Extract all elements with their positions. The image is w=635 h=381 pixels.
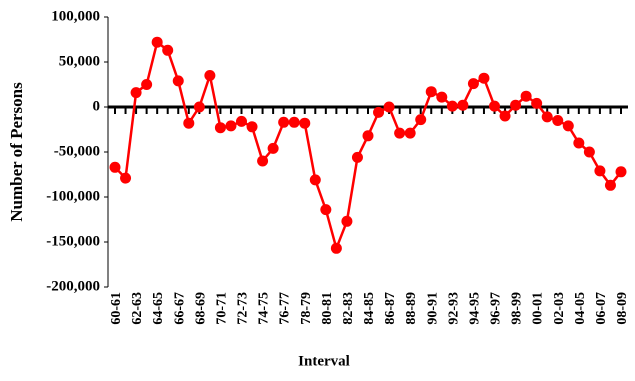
data-point — [373, 106, 385, 118]
data-point — [267, 142, 279, 154]
y-tick-label: -150,000 — [46, 233, 100, 249]
data-point — [193, 101, 205, 113]
data-point — [552, 115, 564, 126]
data-point — [394, 127, 406, 139]
data-point — [183, 117, 195, 129]
data-point — [225, 120, 237, 132]
data-point — [604, 179, 616, 191]
x-tick-label: 72-73 — [236, 292, 251, 325]
data-point — [351, 151, 363, 163]
x-tick-label: 98-99 — [510, 292, 525, 325]
x-tick-label: 78-79 — [299, 292, 314, 325]
data-point — [141, 79, 153, 90]
x-tick-label: 70-71 — [214, 292, 229, 325]
x-tick-label: 80-81 — [320, 292, 335, 325]
data-point — [151, 36, 163, 48]
data-point — [320, 204, 332, 216]
y-tick-label: 0 — [93, 98, 101, 114]
data-point — [520, 90, 532, 102]
x-tick-label: 08-09 — [615, 292, 630, 325]
data-point — [489, 100, 500, 112]
x-tick-label: 92-93 — [446, 292, 461, 325]
data-point — [309, 174, 321, 186]
data-point — [299, 117, 311, 129]
data-point — [562, 120, 574, 132]
data-point — [510, 99, 522, 111]
x-tick-label: 60-61 — [109, 292, 124, 325]
series-line — [114, 40, 622, 253]
data-point — [383, 101, 395, 113]
data-point — [236, 115, 247, 127]
data-point — [478, 72, 490, 84]
x-tick-label: 74-75 — [257, 292, 272, 325]
y-tick-label: -200,000 — [46, 278, 100, 294]
x-tick-label: 00-01 — [531, 292, 546, 325]
data-point — [404, 127, 416, 139]
data-point — [436, 91, 448, 103]
data-point — [583, 146, 595, 158]
x-tick-label: 88-89 — [404, 292, 419, 325]
data-point — [257, 155, 269, 167]
data-point — [278, 116, 290, 128]
data-point — [214, 122, 226, 134]
data-point — [246, 121, 258, 133]
x-tick-label: 76-77 — [278, 292, 293, 325]
x-tick-label: 84-85 — [362, 292, 377, 325]
y-tick-label: 50,000 — [59, 53, 100, 69]
x-tick-label: 04-05 — [573, 292, 588, 325]
data-point — [362, 130, 374, 142]
y-tick-label: 100,000 — [51, 8, 100, 24]
data-point — [615, 166, 627, 178]
data-point — [531, 97, 543, 109]
x-tick-label: 62-63 — [130, 292, 145, 325]
data-point — [204, 70, 216, 81]
data-point — [172, 75, 184, 87]
x-tick-label: 96-97 — [489, 292, 504, 325]
data-point — [415, 114, 427, 126]
y-axis-title: Number of Persons — [7, 82, 26, 222]
data-point — [467, 78, 479, 90]
data-point — [109, 161, 121, 173]
x-tick-label: 68-69 — [193, 292, 208, 325]
x-tick-label: 02-03 — [552, 292, 567, 325]
data-point — [288, 116, 300, 128]
x-tick-label: 64-65 — [151, 292, 166, 325]
data-point — [499, 110, 511, 122]
data-point — [330, 242, 342, 254]
x-tick-label: 66-67 — [172, 292, 187, 325]
x-tick-label: 90-91 — [425, 292, 440, 325]
x-tick-label: 94-95 — [467, 292, 482, 325]
data-point — [541, 111, 553, 123]
y-tick-label: -50,000 — [54, 143, 100, 159]
y-tick-label: -100,000 — [46, 188, 100, 204]
data-point — [594, 165, 606, 177]
data-point — [446, 100, 458, 112]
x-tick-label: 86-87 — [383, 292, 398, 325]
data-point — [162, 44, 174, 56]
data-point — [425, 86, 437, 98]
data-point — [573, 137, 585, 149]
x-axis-title: Interval — [298, 353, 350, 369]
data-point — [341, 215, 353, 227]
data-point — [120, 172, 132, 184]
data-point — [457, 99, 469, 111]
x-tick-label: 82-83 — [341, 292, 356, 325]
x-tick-label: 06-07 — [594, 292, 609, 325]
data-point — [130, 87, 142, 99]
